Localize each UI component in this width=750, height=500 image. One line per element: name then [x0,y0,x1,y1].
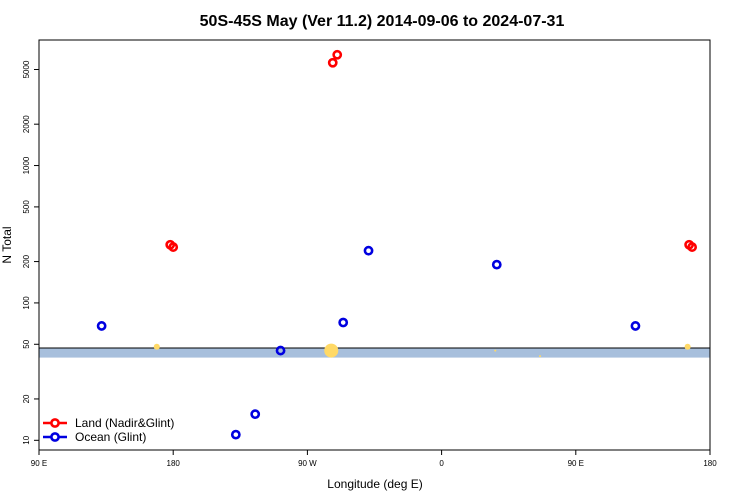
y-tick-label: 500 [22,200,31,214]
land-band [39,347,710,358]
legend-label: Ocean (Glint) [75,430,146,444]
legend-marker [50,418,60,428]
y-tick-label: 50 [22,339,31,348]
x-axis-label: Longitude (deg E) [327,477,422,491]
legend-marker [50,432,60,442]
plot-area [39,49,710,440]
x-axis: 90 E 180 90 W 0 90 E 180 [31,450,717,468]
data-point [363,245,374,256]
x-tick-label: 90 W [298,459,317,468]
y-tick-label: 5000 [22,60,31,78]
chart-title: 50S-45S May (Ver 11.2) 2014-09-06 to 202… [200,13,565,30]
y-tick-label: 2000 [22,115,31,133]
x-tick-label: 180 [703,459,717,468]
data-point [327,57,338,68]
sun-marker [494,349,497,352]
data-point [332,49,343,60]
sun-marker [684,343,691,350]
data-point [168,242,179,252]
data-point [96,321,107,331]
y-tick-label: 100 [22,296,31,310]
legend: Land (Nadir&Glint)Ocean (Glint) [43,416,174,444]
x-tick-label: 90 E [568,459,584,468]
x-tick-label: 90 E [31,459,47,468]
y-tick-label: 10 [22,435,31,444]
legend-label: Land (Nadir&Glint) [75,416,174,430]
y-tick-label: 1000 [22,156,31,174]
data-point [687,242,698,252]
plot-frame [38,39,711,451]
y-axis: 10 20 50 100 200 500 1000 2000 5000 [22,60,39,445]
sun-marker [539,355,542,358]
sun-marker [324,343,339,358]
sun-marker [153,343,160,350]
y-tick-label: 20 [22,394,31,403]
data-point [275,345,286,356]
y-axis-label: N Total [0,226,14,263]
data-point [250,409,261,420]
data-point [338,317,349,328]
y-tick-label: 200 [22,254,31,268]
data-point [491,259,502,270]
data-point [230,429,241,440]
data-point [630,321,641,331]
x-tick-label: 0 [439,459,444,468]
x-tick-label: 180 [167,459,181,468]
